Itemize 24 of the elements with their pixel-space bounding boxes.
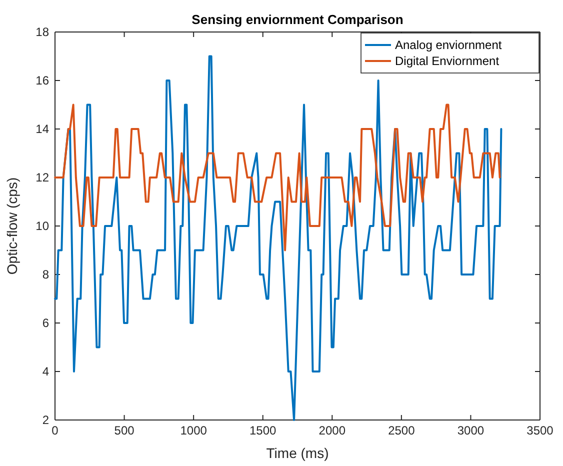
y-tick-label: 16 [36, 73, 50, 88]
line-series [54, 55, 502, 421]
y-tick-label: 2 [42, 412, 50, 427]
x-tick-label: 3500 [526, 424, 554, 438]
y-tick-label: 12 [36, 170, 50, 184]
y-tick-label: 18 [36, 24, 50, 39]
x-tick-label: 1000 [180, 424, 208, 438]
y-tick-label: 8 [42, 267, 50, 282]
y-tick-label: 10 [36, 218, 50, 233]
x-axis-title: Time (ms) [266, 445, 329, 461]
y-tick-label: 14 [36, 122, 50, 136]
y-tick-label: 6 [42, 316, 50, 330]
x-tick-label: 1500 [250, 424, 277, 438]
x-tick-label: 2000 [318, 424, 346, 438]
x-tick-label: 2500 [388, 424, 416, 438]
legend-label: Analog enviornment [395, 38, 502, 52]
legend-label: Digital Enviornment [395, 54, 500, 68]
x-tick-label: 0 [52, 424, 59, 438]
y-tick-label: 4 [42, 364, 50, 378]
x-tick-label: 3000 [457, 424, 484, 438]
chart-title: Sensing enviornment Comparison [192, 12, 404, 27]
x-tick-label: 500 [114, 424, 135, 438]
line-series [54, 104, 501, 252]
y-axis-title: Optic-flow (cps) [4, 177, 20, 275]
